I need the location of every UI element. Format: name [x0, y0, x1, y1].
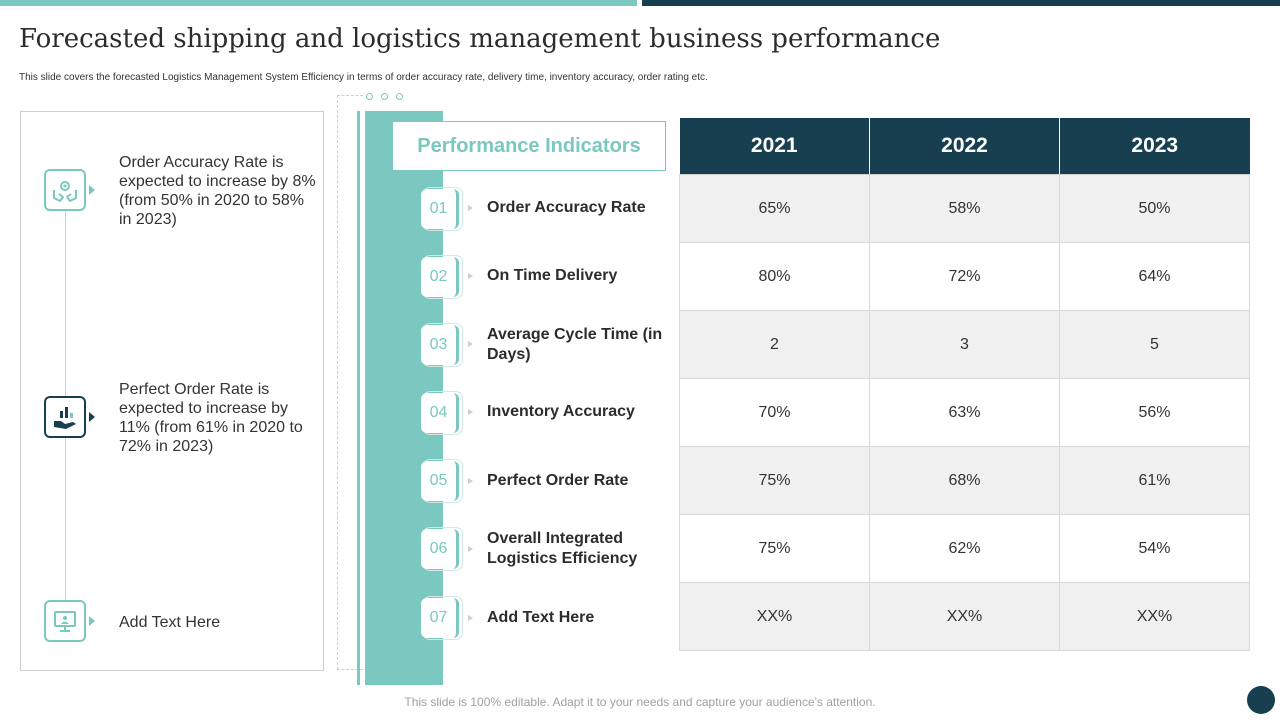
table-cell: 62%: [869, 514, 1060, 583]
monitor-presentation-icon-svg: [54, 611, 76, 632]
indicator-number: 03: [421, 325, 459, 365]
indicator-label: On Time Delivery: [487, 267, 618, 284]
table-row: XX% XX% XX%: [679, 582, 1250, 651]
corner-decoration: [1247, 686, 1275, 714]
table-cell: 72%: [869, 242, 1060, 311]
table-cell: 63%: [869, 378, 1060, 447]
row-pointer-icon: [468, 205, 473, 211]
table-cell: 64%: [1059, 242, 1250, 311]
decor-dot: [366, 93, 373, 100]
page-title: Forecasted shipping and logistics manage…: [19, 24, 941, 54]
table-cell: 50%: [1059, 174, 1250, 243]
indicator-label: Inventory Accuracy: [487, 403, 635, 420]
table-cell: 61%: [1059, 446, 1250, 515]
performance-indicators-header: Performance Indicators: [392, 121, 666, 171]
table-cell: 58%: [869, 174, 1060, 243]
table-row: 75% 68% 61%: [679, 446, 1250, 515]
indicator-label: Perfect Order Rate: [487, 472, 629, 489]
indicator-number: 07: [421, 598, 459, 638]
table-cell: 68%: [869, 446, 1060, 515]
year-header: 2022: [869, 118, 1060, 175]
table-cell: XX%: [1059, 582, 1250, 651]
table-row: 80% 72% 64%: [679, 242, 1250, 311]
hand-chart-icon: [44, 396, 86, 438]
row-pointer-icon: [468, 409, 473, 415]
row-pointer-icon: [468, 273, 473, 279]
item-pointer-icon: [89, 412, 95, 422]
table-row: 75% 62% 54%: [679, 514, 1250, 583]
table-cell: 56%: [1059, 378, 1250, 447]
indicator-number: 06: [421, 529, 459, 569]
indicator-number: 05: [421, 461, 459, 501]
year-header: 2021: [679, 118, 870, 175]
table-cell: 75%: [679, 446, 870, 515]
indicator-label: Average Cycle Time (in Days): [487, 326, 663, 363]
indicator-number: 02: [421, 257, 459, 297]
table-cell: 80%: [679, 242, 870, 311]
indicator-label: Order Accuracy Rate: [487, 199, 646, 216]
year-header: 2023: [1059, 118, 1250, 175]
table-cell: 65%: [679, 174, 870, 243]
table-cell: 54%: [1059, 514, 1250, 583]
hands-gear-icon: [44, 169, 86, 211]
page-subtitle: This slide covers the forecasted Logisti…: [19, 72, 708, 83]
table-row: 65% 58% 50%: [679, 174, 1250, 243]
top-accent-bar-teal: [0, 0, 637, 6]
row-pointer-icon: [468, 478, 473, 484]
item-pointer-icon: [89, 185, 95, 195]
table-cell: 5: [1059, 310, 1250, 379]
decor-dot: [381, 93, 388, 100]
dashed-frame: [337, 95, 363, 670]
row-pointer-icon: [468, 615, 473, 621]
indicator-label: Add Text Here: [487, 609, 595, 626]
accent-line: [357, 111, 360, 685]
decor-dot: [396, 93, 403, 100]
table-cell: XX%: [679, 582, 870, 651]
hands-gear-icon-svg: [53, 181, 77, 202]
indicator-number: 04: [421, 393, 459, 433]
summary-item-text: Add Text Here: [119, 614, 221, 631]
footer-note: This slide is 100% editable. Adapt it to…: [404, 695, 876, 709]
monitor-presentation-icon: [44, 600, 86, 642]
table-cell: 2: [679, 310, 870, 379]
indicator-number: 01: [421, 189, 459, 229]
table-cell: 3: [869, 310, 1060, 379]
table-cell: 75%: [679, 514, 870, 583]
table-header-row: 2021 2022 2023: [679, 118, 1250, 175]
indicator-label: Overall Integrated Logistics Efficiency: [487, 530, 638, 567]
top-accent-bar-navy: [642, 0, 1280, 6]
hand-chart-icon-svg: [54, 407, 76, 429]
item-pointer-icon: [89, 616, 95, 626]
summary-item-text: Perfect Order Rate is expected to increa…: [119, 381, 303, 455]
table-cell: XX%: [869, 582, 1060, 651]
summary-item-text: Order Accuracy Rate is expected to incre…: [119, 154, 316, 228]
row-pointer-icon: [468, 341, 473, 347]
table-cell: 70%: [679, 378, 870, 447]
table-row: 2 3 5: [679, 310, 1250, 379]
forecast-table: 2021 2022 2023 65% 58% 50% 80% 72% 64% 2…: [679, 118, 1250, 651]
row-pointer-icon: [468, 546, 473, 552]
table-row: 70% 63% 56%: [679, 378, 1250, 447]
